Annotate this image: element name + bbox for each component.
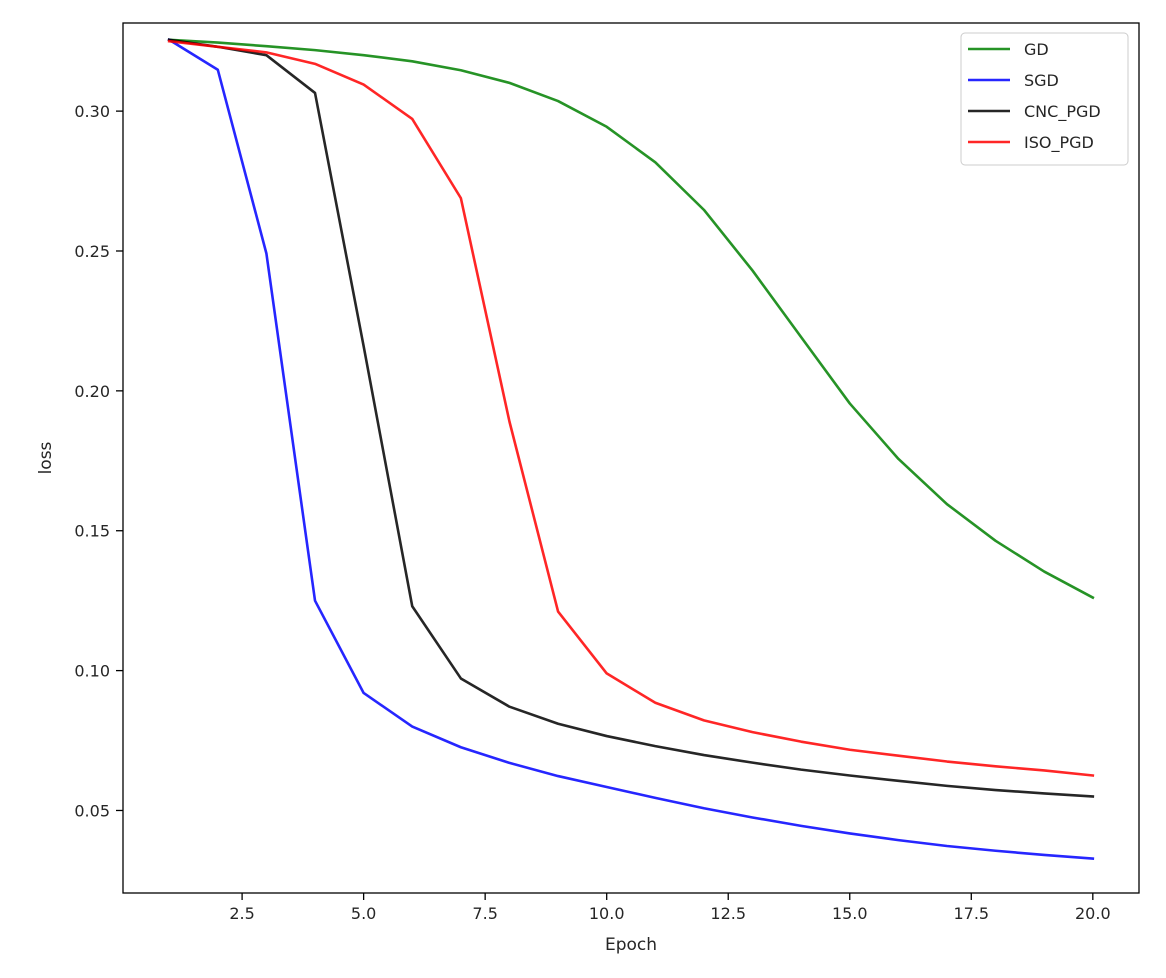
y-tick-label: 0.25 [74,242,110,261]
axes: 2.5 5.0 7.5 10.0 12.5 15.0 17.5 20.0 0.05 0.10 0.1… [36,22,1140,955]
plot-background [123,23,1139,893]
axes-frame [122,22,1140,894]
x-axis-label: Epoch [605,935,657,955]
y-tick-label: 0.20 [74,382,110,401]
series-line-cnc-pgd [167,38,1095,798]
x-tick-label: 7.5 [472,904,497,923]
series-layer [167,37,1095,860]
y-tick-label: 0.30 [74,102,110,121]
y-tick-label: 0.15 [74,522,110,541]
legend-label-cnc-pgd: CNC_PGD [1024,102,1101,122]
x-tick-label: 17.5 [953,904,989,923]
x-tick-label: 2.5 [229,904,254,923]
legend-label-gd: GD [1024,40,1049,59]
legend: GD SGD CNC_PGD ISO_PGD [960,32,1129,166]
x-tick-label: 10.0 [589,904,625,923]
x-tick-label: 12.5 [710,904,746,923]
legend-box [960,32,1129,166]
x-tick-label: 20.0 [1075,904,1111,923]
y-axis-label: loss [36,441,56,474]
y-tick-label: 0.10 [74,662,110,681]
x-tick-label: 15.0 [832,904,868,923]
x-tick-label: 5.0 [351,904,376,923]
series-line-iso-pgd [167,39,1095,777]
legend-label-iso-pgd: ISO_PGD [1024,133,1094,153]
plot-area [123,23,1139,893]
legend-label-sgd: SGD [1024,71,1059,90]
series-line-sgd [167,37,1095,860]
y-tick-label: 0.05 [74,801,110,820]
series-line-gd [167,38,1095,600]
